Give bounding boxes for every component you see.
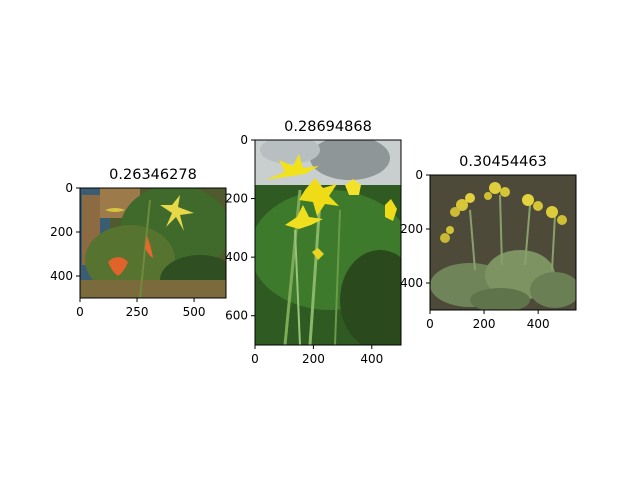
x-tick-label-1-2: 500: [183, 305, 206, 319]
y-tick-label-1-2: 400: [50, 269, 73, 283]
y-tick-label-1-0: 0: [65, 181, 73, 195]
x-tick-label-1-1: 250: [126, 305, 149, 319]
y-tick-label-3-0: 0: [415, 168, 423, 182]
panel-2: 0.28694868 0 200 400 0 200 400 600: [225, 119, 402, 366]
photo-yellow-flowers: [255, 140, 401, 345]
y-tick-label-1-1: 200: [50, 225, 73, 239]
y-tick-label-3-2: 400: [400, 276, 423, 290]
x-tick-label-1-0: 0: [76, 305, 84, 319]
x-tick-label-2-2: 400: [360, 352, 383, 366]
y-tick-label-2-0: 0: [240, 133, 248, 147]
x-tick-label-2-0: 0: [251, 352, 259, 366]
y-tick-label-2-1: 200: [225, 192, 248, 206]
panel-1: 0.26346278 0 250 500 0 200 400: [50, 167, 227, 319]
photo-lilies: [80, 188, 226, 298]
photo-cowslips: [430, 175, 576, 310]
y-tick-label-3-1: 200: [400, 222, 423, 236]
panel-title-2: 0.28694868: [284, 119, 372, 135]
panel-title-3: 0.30454463: [459, 154, 547, 170]
y-tick-label-2-3: 600: [225, 309, 248, 323]
axes-frame-1: [79, 187, 227, 299]
x-tick-label-3-0: 0: [426, 317, 434, 331]
x-tick-label-3-2: 400: [527, 317, 550, 331]
y-tick-label-2-2: 400: [225, 250, 248, 264]
panel-3: 0.30454463 0 200 400 0 200 400: [400, 154, 577, 331]
axes-frame-2: [254, 139, 402, 346]
axes-frame-3: [429, 174, 577, 311]
x-tick-label-3-1: 200: [473, 317, 496, 331]
x-tick-label-2-1: 200: [302, 352, 325, 366]
panel-title-1: 0.26346278: [109, 167, 197, 183]
